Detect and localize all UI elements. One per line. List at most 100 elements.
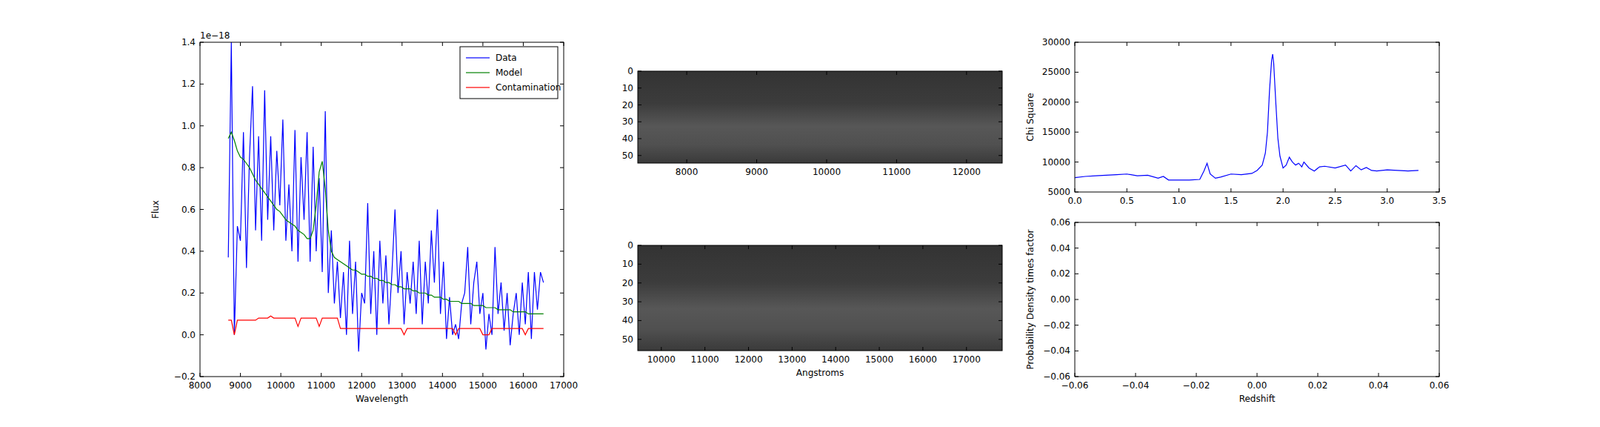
x-tick-label: 16000	[908, 354, 938, 365]
legend-label: Model	[495, 67, 523, 78]
y-tick	[637, 87, 642, 89]
x-axis-label: Wavelength	[355, 393, 409, 404]
y-tick-label: 1.0	[181, 120, 196, 132]
series-line	[228, 315, 544, 335]
x-tick	[896, 159, 898, 163]
y-tick	[1074, 131, 1079, 133]
x-tick	[922, 346, 923, 351]
series-line	[228, 131, 544, 314]
x-tick-label: 9000	[745, 166, 769, 178]
panel-0: 8000900010000110001200013000140001500016…	[150, 30, 578, 404]
axes-frame	[637, 71, 1003, 163]
x-tick	[361, 372, 363, 377]
y-tick-right	[1435, 101, 1440, 103]
x-tick-label: 16000	[508, 380, 538, 391]
x-tick-label: 12000	[734, 354, 763, 365]
x-tick	[1282, 188, 1284, 192]
y-tick-right	[998, 104, 1003, 106]
x-tick-top	[791, 245, 793, 249]
y-axis-label: Probability Density times factor	[1025, 228, 1036, 369]
y-tick-right	[1435, 191, 1440, 193]
y-tick-label: 0.00	[1050, 294, 1071, 305]
x-tick-top	[1386, 42, 1388, 46]
y-tick-right	[560, 250, 564, 252]
y-tick-label: 25000	[1042, 66, 1071, 78]
y-tick-right	[560, 125, 564, 126]
y-tick-right	[998, 338, 1003, 340]
x-tick-label: 13000	[388, 380, 417, 391]
spectrum-image	[637, 71, 1003, 163]
x-tick	[660, 346, 662, 351]
panel-2: 1000011000120001300014000150001600017000…	[622, 240, 1003, 378]
x-tick	[686, 159, 688, 163]
x-tick-top	[660, 245, 662, 249]
x-tick	[200, 372, 201, 377]
x-tick	[522, 372, 524, 377]
y-tick	[637, 245, 642, 246]
y-tick-label: 0	[627, 65, 634, 77]
x-tick	[704, 346, 706, 351]
x-tick-label: 10000	[266, 380, 295, 391]
y-tick-label: −0.06	[1042, 371, 1071, 382]
x-tick-top	[1439, 222, 1440, 226]
y-tick-label: 40	[622, 314, 634, 326]
y-tick	[637, 282, 642, 283]
y-tick-right	[1435, 299, 1440, 300]
y-tick	[1074, 71, 1079, 73]
x-tick-top	[361, 42, 363, 46]
x-tick	[1439, 188, 1440, 192]
x-tick	[1230, 188, 1232, 192]
x-tick-label: 11000	[307, 380, 336, 391]
y-tick-label: −0.2	[174, 371, 196, 382]
y-tick	[200, 208, 204, 210]
x-tick	[965, 346, 967, 351]
y-tick	[637, 320, 642, 321]
x-tick-top	[704, 245, 706, 249]
y-tick-label: 10000	[1042, 157, 1071, 168]
x-tick	[1126, 188, 1128, 192]
y-tick-right	[1435, 324, 1440, 326]
x-tick-label: 0.5	[1120, 195, 1135, 206]
x-tick-top	[482, 42, 483, 46]
y-tick-label: 0.8	[181, 162, 196, 173]
y-tick	[200, 42, 204, 43]
x-tick	[563, 372, 565, 377]
x-tick	[442, 372, 443, 377]
y-tick-right	[560, 292, 564, 294]
y-tick	[200, 125, 204, 126]
y-tick	[637, 71, 642, 72]
x-tick-top	[1334, 42, 1336, 46]
y-tick	[1074, 273, 1079, 275]
y-tick-right	[560, 376, 564, 378]
legend-label: Contamination	[495, 82, 561, 93]
y-tick-right	[998, 87, 1003, 89]
x-tick	[825, 159, 827, 163]
legend: DataModelContamination	[460, 46, 561, 99]
y-tick	[200, 334, 204, 335]
x-tick-label: 11000	[691, 354, 720, 365]
x-tick-top	[280, 42, 282, 46]
x-tick-top	[965, 245, 967, 249]
x-tick-label: 14000	[821, 354, 850, 365]
x-tick-label: 10000	[647, 354, 676, 365]
x-tick	[1178, 188, 1180, 192]
y-tick	[1074, 42, 1079, 43]
x-tick-top	[1317, 222, 1319, 226]
y-tick-right	[998, 301, 1003, 303]
y-tick-label: 0.04	[1050, 242, 1071, 254]
y-tick-label: 20000	[1042, 97, 1071, 108]
y-tick-label: 30	[622, 116, 634, 127]
y-tick-right	[998, 320, 1003, 321]
x-tick-label: 17000	[549, 380, 578, 391]
y-tick	[1074, 161, 1079, 163]
x-tick	[1074, 372, 1076, 377]
x-tick-top	[835, 245, 837, 249]
x-tick-top	[965, 71, 967, 75]
figure: 8000900010000110001200013000140001500016…	[0, 0, 1600, 427]
x-tick	[835, 346, 837, 351]
x-tick	[1317, 372, 1319, 377]
x-tick	[401, 372, 403, 377]
x-tick-label: 0.00	[1247, 380, 1268, 391]
x-tick	[320, 372, 322, 377]
x-tick-top	[240, 42, 241, 46]
